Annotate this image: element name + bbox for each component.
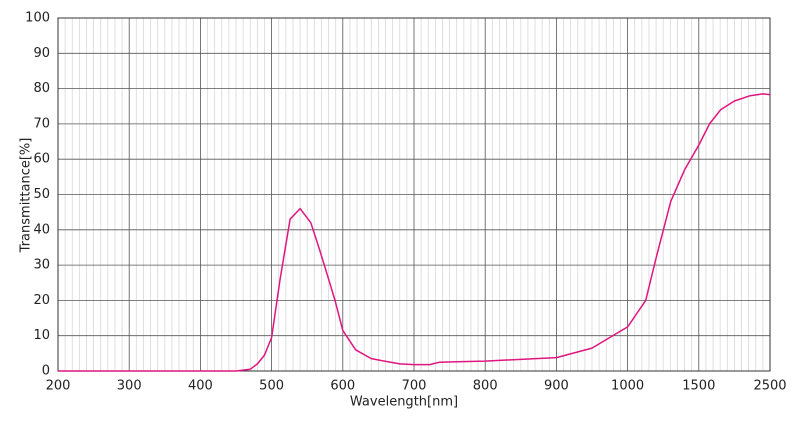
x-tick-label: 900 <box>544 379 569 394</box>
y-tick-label: 20 <box>33 293 50 308</box>
x-tick-label: 700 <box>402 379 427 394</box>
x-tick-label: 300 <box>117 379 142 394</box>
y-axis-label: Transmittance[%] <box>19 138 34 254</box>
y-tick-label: 10 <box>33 328 50 343</box>
y-tick-label: 100 <box>25 11 50 26</box>
y-tick-label: 0 <box>42 364 50 379</box>
y-tick-label: 80 <box>33 81 50 96</box>
x-axis-label: Wavelength[nm] <box>350 395 458 410</box>
x-tick-label: 2500 <box>753 379 786 394</box>
x-tick-label: 600 <box>330 379 355 394</box>
x-tick-label: 400 <box>188 379 213 394</box>
y-tick-label: 60 <box>33 152 50 167</box>
x-tick-label: 1500 <box>682 379 715 394</box>
x-tick-label: 500 <box>259 379 284 394</box>
plot-frame <box>57 17 771 372</box>
data-line <box>58 93 771 372</box>
x-tick-label: 200 <box>46 379 71 394</box>
x-tick-label: 1000 <box>611 379 644 394</box>
y-tick-label: 70 <box>33 116 50 131</box>
y-tick-label: 50 <box>33 187 50 202</box>
y-tick-label: 90 <box>33 46 50 61</box>
y-tick-label: 30 <box>33 258 50 273</box>
x-tick-label: 800 <box>473 379 498 394</box>
y-tick-label: 40 <box>33 222 50 237</box>
